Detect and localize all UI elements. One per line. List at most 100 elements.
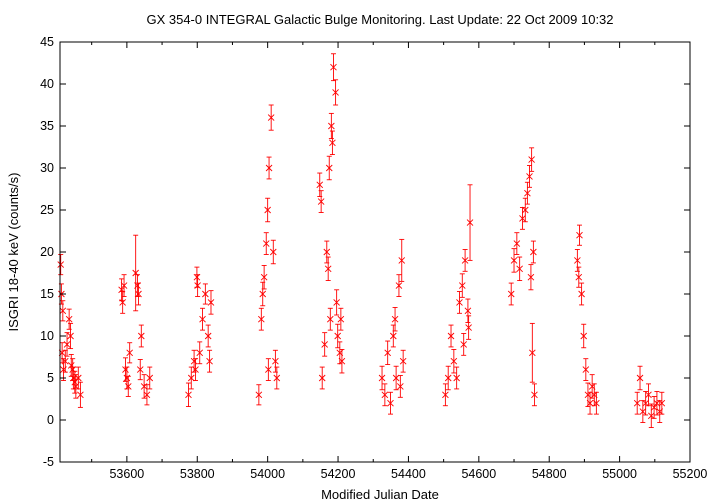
data-point xyxy=(262,232,270,255)
data-point xyxy=(185,382,192,408)
data-point xyxy=(120,274,128,297)
data-point xyxy=(316,172,324,198)
data-point xyxy=(264,197,271,223)
point-marker xyxy=(636,374,644,382)
point-marker xyxy=(466,219,474,226)
point-marker xyxy=(528,156,535,163)
point-marker xyxy=(126,349,134,357)
y-tick-label: 45 xyxy=(40,35,54,49)
data-point xyxy=(333,289,340,316)
y-tick-label: 40 xyxy=(40,77,54,91)
point-marker xyxy=(574,257,581,264)
point-marker xyxy=(193,273,201,281)
point-marker xyxy=(397,383,404,390)
point-marker xyxy=(521,206,529,214)
point-marker xyxy=(69,366,76,373)
point-marker xyxy=(516,265,523,273)
data-point xyxy=(324,256,332,282)
point-marker xyxy=(332,89,339,96)
x-tick-label: 54400 xyxy=(391,467,426,481)
point-marker xyxy=(642,399,649,407)
point-marker xyxy=(378,374,386,382)
data-point xyxy=(318,366,326,390)
data-point xyxy=(258,307,265,331)
point-marker xyxy=(67,362,75,369)
point-marker xyxy=(447,332,455,340)
point-marker xyxy=(392,374,400,382)
data-point xyxy=(461,249,469,272)
point-marker xyxy=(324,265,332,273)
point-marker xyxy=(146,374,154,382)
point-marker xyxy=(653,399,661,407)
point-marker xyxy=(70,374,77,382)
data-point xyxy=(329,130,336,156)
point-marker xyxy=(526,173,533,180)
point-marker xyxy=(442,391,449,399)
data-point xyxy=(398,238,406,282)
point-marker xyxy=(74,374,82,382)
point-marker xyxy=(262,240,270,247)
point-marker xyxy=(510,257,518,264)
point-marker xyxy=(192,366,199,373)
data-point xyxy=(204,324,212,348)
data-point xyxy=(456,291,463,314)
point-marker xyxy=(519,215,526,222)
point-marker xyxy=(136,366,144,373)
point-marker xyxy=(258,315,265,323)
point-marker xyxy=(338,357,346,365)
point-marker xyxy=(645,391,652,399)
point-marker xyxy=(318,374,326,382)
point-marker xyxy=(71,378,79,386)
point-marker xyxy=(575,273,583,281)
point-marker xyxy=(260,273,268,281)
data-point xyxy=(332,79,339,106)
point-marker xyxy=(59,307,67,315)
point-marker xyxy=(272,357,279,365)
data-point xyxy=(378,365,386,391)
data-point xyxy=(74,366,82,390)
point-marker xyxy=(334,332,342,340)
data-point xyxy=(265,156,273,180)
data-point xyxy=(337,307,345,331)
data-point xyxy=(387,391,394,415)
data-point xyxy=(321,332,328,357)
data-point xyxy=(267,104,275,131)
data-point xyxy=(507,282,515,306)
point-marker xyxy=(658,399,666,407)
data-point xyxy=(196,341,204,365)
data-point xyxy=(653,390,661,416)
chart-title: GX 354-0 INTEGRAL Galactic Bulge Monitor… xyxy=(146,12,613,27)
point-marker xyxy=(650,404,658,411)
point-marker xyxy=(143,391,151,399)
data-point xyxy=(516,256,523,282)
data-point xyxy=(593,391,600,415)
point-marker xyxy=(513,240,521,247)
point-marker xyxy=(333,299,340,306)
point-marker xyxy=(118,286,125,294)
y-axis-title: ISGRI 18-40 keV (counts/s) xyxy=(6,173,21,332)
data-point xyxy=(399,349,407,373)
point-marker xyxy=(647,412,655,420)
data-point xyxy=(330,53,337,82)
point-marker xyxy=(273,374,281,382)
point-marker xyxy=(77,391,84,399)
data-point xyxy=(338,348,346,374)
y-tick-label: 35 xyxy=(40,119,54,133)
data-point xyxy=(442,383,449,407)
point-marker xyxy=(529,349,536,357)
point-marker xyxy=(323,248,331,256)
data-point xyxy=(450,348,458,374)
point-marker xyxy=(586,399,594,407)
point-marker xyxy=(267,114,275,121)
point-marker xyxy=(460,341,468,348)
data-point xyxy=(119,291,126,314)
x-tick-label: 55000 xyxy=(602,467,637,481)
data-point xyxy=(453,366,460,390)
data-point xyxy=(126,342,134,364)
data-point xyxy=(447,324,455,348)
data-point xyxy=(317,190,325,213)
x-tick-label: 54000 xyxy=(250,467,285,481)
data-point xyxy=(65,308,73,330)
y-tick-label: 15 xyxy=(40,287,54,301)
data-point xyxy=(384,340,391,366)
